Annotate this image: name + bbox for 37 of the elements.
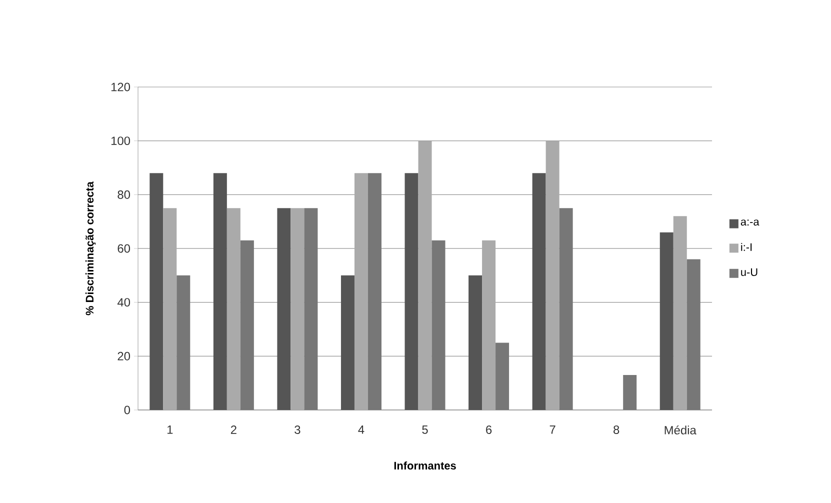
y-tick-label: 100: [111, 136, 130, 146]
bar: [290, 208, 304, 410]
x-tick-label: 7: [550, 426, 556, 434]
x-axis-title: Informantes: [394, 462, 456, 470]
x-tick-label: 5: [422, 426, 428, 434]
y-tick-label: 80: [118, 190, 130, 199]
bar: [213, 173, 227, 410]
y-axis-title: % Discriminação correcta: [85, 181, 96, 316]
x-tick-label: 1: [167, 426, 173, 434]
bar: [660, 232, 674, 410]
y-tick-label: 60: [118, 244, 130, 253]
bar: [532, 173, 546, 410]
bar: [673, 216, 687, 410]
y-tick-label: 120: [111, 82, 130, 92]
bar: [354, 173, 368, 410]
x-tick-label: 6: [486, 426, 492, 434]
x-tick-label: 3: [294, 426, 300, 434]
bar: [546, 140, 560, 410]
y-tick-label: 40: [117, 298, 130, 307]
legend-label: i:-I: [741, 242, 752, 251]
y-tick-label: 0: [124, 406, 130, 414]
bar: [340, 275, 354, 410]
bar: [404, 173, 418, 410]
x-tick-label: 2: [230, 426, 236, 434]
x-tick-label: Média: [664, 426, 696, 434]
x-tick-label: 8: [614, 426, 620, 434]
legend-label: u-U: [741, 268, 758, 276]
bar: [150, 173, 164, 410]
bar: [482, 240, 496, 410]
bar: [277, 208, 291, 410]
bar: [163, 208, 177, 410]
y-tick-label: 20: [118, 352, 130, 360]
x-tick-label: 4: [358, 426, 364, 434]
bar: [468, 275, 482, 410]
legend-label: a:-a: [740, 220, 760, 226]
bar: [418, 140, 432, 410]
bar: [226, 208, 240, 410]
